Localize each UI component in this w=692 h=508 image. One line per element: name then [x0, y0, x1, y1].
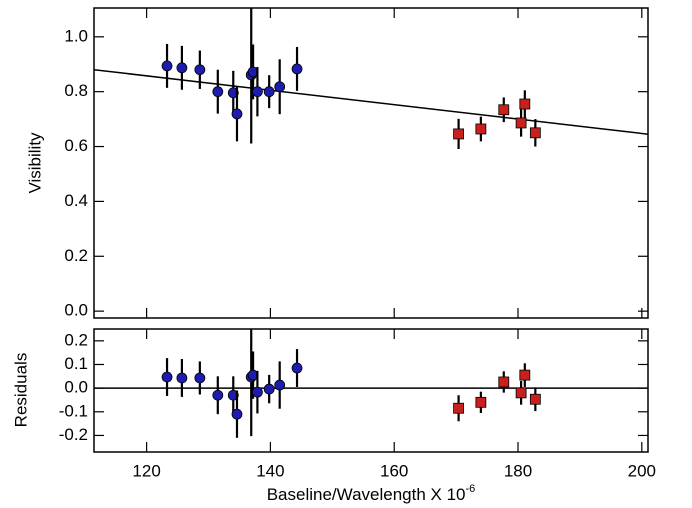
marker — [529, 127, 541, 139]
y-tick-label: -0.2 — [59, 425, 88, 444]
x-axis-label: Baseline/Wavelength X 10-6 — [267, 483, 476, 505]
y-axis-label: Visibility — [25, 132, 44, 194]
marker — [519, 369, 531, 381]
plot-frame — [93, 328, 649, 453]
x-tick-label: 160 — [380, 461, 408, 480]
marker — [263, 383, 275, 395]
marker — [291, 362, 303, 374]
fit-line — [94, 68, 648, 135]
marker — [252, 86, 263, 98]
plot-frame — [93, 7, 649, 319]
marker — [529, 393, 541, 405]
marker — [252, 386, 263, 398]
marker — [475, 123, 487, 135]
x-tick-label: 200 — [628, 461, 656, 480]
marker — [176, 62, 188, 74]
y-tick-label: 0.2 — [64, 330, 88, 349]
y-tick-label: 0.1 — [64, 354, 88, 373]
marker — [212, 389, 224, 401]
marker — [274, 81, 286, 93]
y-tick-label: 0.2 — [64, 246, 88, 265]
y-tick-label: 0.0 — [64, 301, 88, 320]
marker — [263, 86, 275, 98]
marker — [453, 402, 464, 414]
marker — [227, 87, 239, 99]
marker — [498, 104, 510, 116]
x-axis-label-exponent: -6 — [466, 483, 476, 495]
marker — [498, 376, 510, 388]
y-tick-label: 0.6 — [64, 136, 88, 155]
y-tick-label: 1.0 — [64, 26, 88, 45]
plot-area — [94, 8, 648, 150]
marker — [176, 372, 188, 384]
x-tick-label: 120 — [132, 461, 160, 480]
marker — [519, 98, 531, 110]
marker — [227, 389, 239, 401]
marker — [161, 60, 173, 72]
x-tick-label: 140 — [256, 461, 284, 480]
marker — [274, 379, 286, 391]
marker — [161, 371, 173, 383]
marker — [194, 64, 206, 76]
plot-area — [94, 329, 648, 438]
marker — [515, 387, 527, 399]
y-tick-label: 0.0 — [64, 378, 88, 397]
y-tick-label: 0.8 — [64, 81, 88, 100]
marker — [475, 396, 487, 408]
marker — [231, 108, 243, 120]
marker — [515, 117, 527, 129]
y-tick-label: -0.1 — [59, 401, 88, 420]
marker — [453, 128, 464, 140]
x-axis-label-text: Baseline/Wavelength X 10 — [267, 485, 466, 504]
y-tick-label: 0.4 — [64, 191, 88, 210]
x-tick-label: 180 — [504, 461, 532, 480]
marker — [231, 408, 243, 420]
marker — [291, 63, 303, 75]
marker — [212, 86, 224, 98]
marker — [194, 372, 206, 384]
y-axis-label: Residuals — [11, 353, 30, 428]
